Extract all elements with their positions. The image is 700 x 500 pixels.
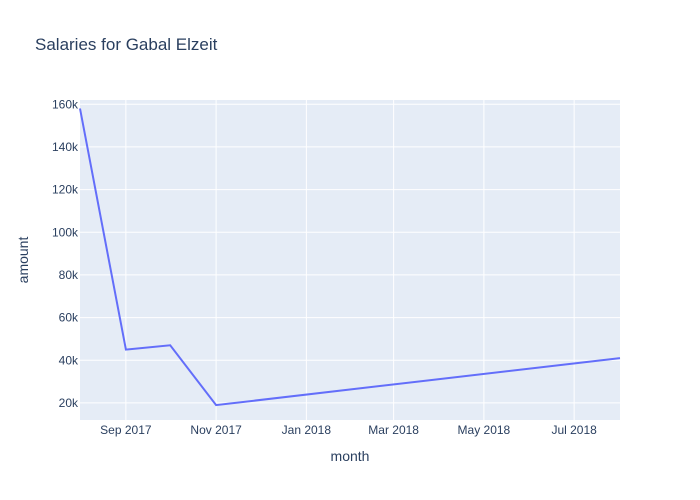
chart-title: Salaries for Gabal Elzeit: [35, 35, 218, 54]
y-axis-title: amount: [15, 237, 31, 284]
y-tick-label: 100k: [52, 225, 79, 239]
x-axis-title: month: [331, 448, 370, 464]
x-tick-label: Mar 2018: [368, 423, 419, 437]
x-tick-labels: Sep 2017 Nov 2017 Jan 2018 Mar 2018 May 2018…: [100, 423, 597, 437]
y-gridlines: [80, 103, 620, 404]
plot-area: [80, 100, 620, 420]
x-tick-label: May 2018: [458, 423, 511, 437]
y-tick-label: 80k: [59, 268, 79, 282]
y-tick-label: 120k: [52, 183, 79, 197]
y-tick-label: 40k: [59, 353, 79, 367]
y-tick-label: 160k: [52, 97, 79, 111]
x-tick-label: Jan 2018: [282, 423, 332, 437]
y-tick-label: 140k: [52, 140, 79, 154]
salary-series-line: [79, 108, 621, 407]
y-tick-label: 20k: [59, 396, 79, 410]
y-tick-label: 60k: [59, 311, 79, 325]
y-tick-labels: 20k 40k 60k 80k 100k 120k 140k 160k: [52, 97, 79, 410]
x-gridlines: [125, 100, 575, 420]
x-tick-label: Jul 2018: [551, 423, 597, 437]
x-tick-label: Nov 2017: [190, 423, 242, 437]
x-tick-label: Sep 2017: [100, 423, 152, 437]
